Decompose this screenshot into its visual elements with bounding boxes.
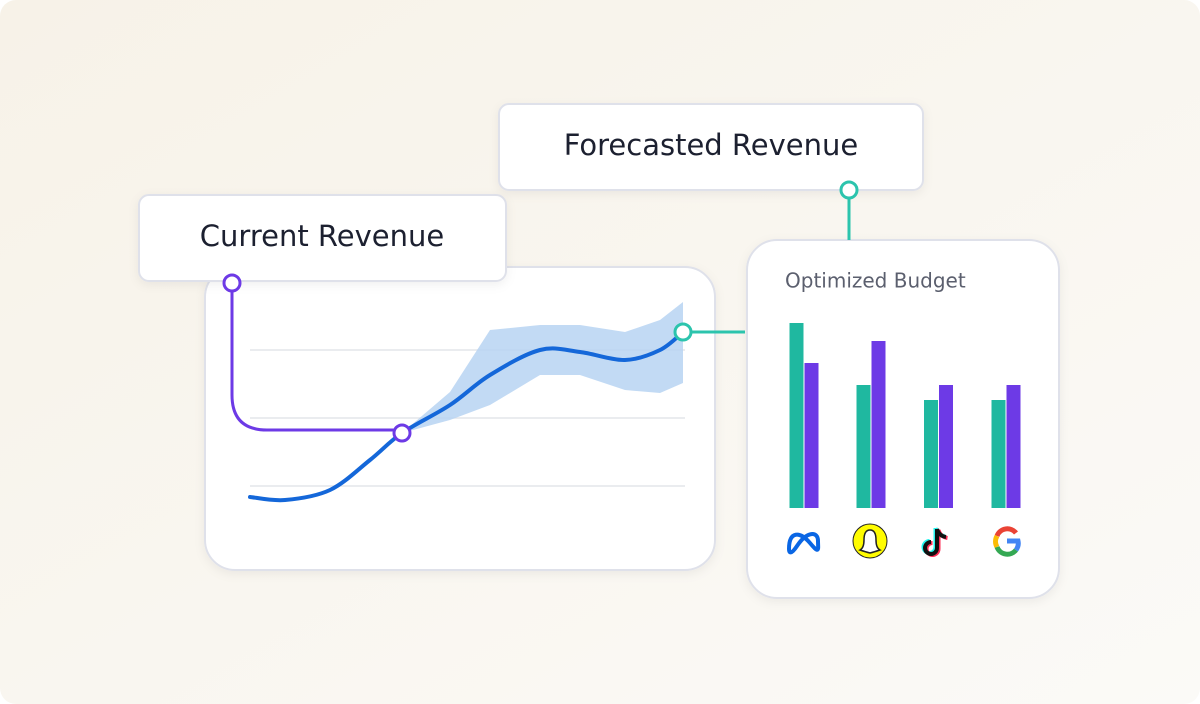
bar bbox=[856, 385, 871, 508]
google-icon bbox=[993, 526, 1021, 557]
bar bbox=[871, 341, 886, 508]
bar-card bbox=[746, 239, 1060, 599]
tiktok-icon bbox=[921, 527, 948, 557]
current-dot bbox=[392, 423, 412, 443]
current-label: Current Revenue bbox=[200, 219, 444, 253]
forecast-dot bbox=[673, 322, 693, 342]
snapchat-icon bbox=[852, 523, 888, 559]
bar bbox=[1006, 385, 1021, 508]
revenue-line bbox=[248, 330, 685, 503]
forecast-label: Forecasted Revenue bbox=[564, 128, 858, 162]
bar-plot bbox=[789, 323, 1021, 508]
current-dot bbox=[222, 273, 242, 293]
bar bbox=[789, 323, 804, 508]
bar bbox=[924, 400, 938, 508]
line-plot bbox=[248, 302, 685, 503]
bar bbox=[804, 363, 819, 508]
bar bbox=[939, 385, 953, 508]
forecast-band bbox=[402, 302, 683, 433]
forecast-dot bbox=[839, 180, 859, 200]
forecast-label-box bbox=[498, 103, 924, 191]
meta-icon bbox=[786, 532, 821, 555]
bar-title: Optimized Budget bbox=[785, 269, 966, 293]
bar bbox=[991, 400, 1006, 508]
current-connector bbox=[230, 283, 402, 432]
current-label-box bbox=[138, 194, 507, 282]
